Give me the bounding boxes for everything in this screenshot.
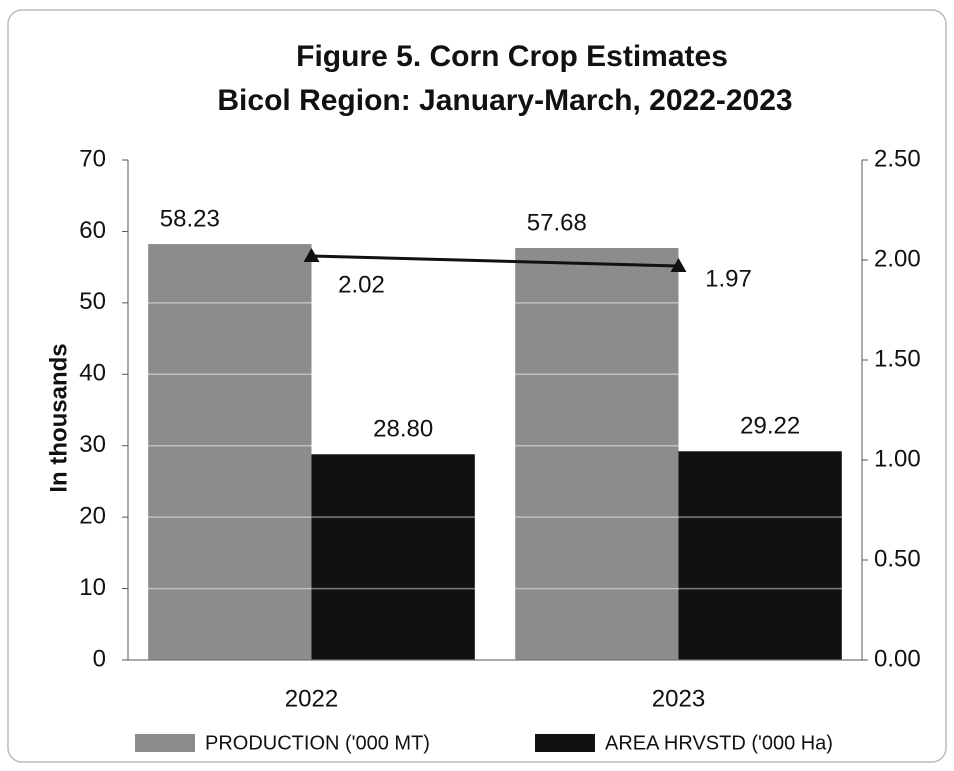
y-tick-label: 70 <box>79 145 106 172</box>
y-tick-label: 40 <box>79 360 106 387</box>
y2-tick-label: 2.00 <box>874 245 921 272</box>
data-label: 58.23 <box>160 205 220 232</box>
frame <box>7 9 947 763</box>
y-tick-label: 20 <box>79 502 106 529</box>
y2-tick-label: 2.50 <box>874 145 921 172</box>
data-label: 57.68 <box>527 209 587 236</box>
x-tick-label: 2022 <box>285 685 338 712</box>
chart-subtitle: Bicol Region: January-March, 2022-2023 <box>217 84 792 117</box>
legend-label: AREA HRVSTD ('000 Ha) <box>605 732 833 754</box>
line-marker <box>303 248 320 262</box>
data-label: 29.22 <box>740 413 800 440</box>
y2-tick-label: 0.50 <box>874 545 921 572</box>
y2-tick-label: 1.50 <box>874 345 921 372</box>
bar <box>678 451 842 660</box>
bar <box>515 248 679 660</box>
legend-swatch <box>535 734 595 752</box>
data-label: 28.80 <box>373 416 433 443</box>
bar <box>311 454 475 660</box>
y-tick-label: 10 <box>79 574 106 601</box>
y-axis-label: In thousands <box>45 343 72 492</box>
y-tick-label: 60 <box>79 217 106 244</box>
y-tick-label: 50 <box>79 288 106 315</box>
y2-tick-label: 1.00 <box>874 445 921 472</box>
chart-title: Figure 5. Corn Crop Estimates <box>296 40 728 73</box>
line <box>311 254 679 268</box>
x-tick-label: 2023 <box>652 685 705 712</box>
bar <box>148 244 312 661</box>
y-tick-label: 0 <box>93 645 106 672</box>
line-marker <box>670 258 687 272</box>
legend-label: PRODUCTION ('000 MT) <box>205 732 430 754</box>
legend-swatch <box>135 734 195 752</box>
y-tick-label: 30 <box>79 431 106 458</box>
y2-tick-label: 0.00 <box>874 645 921 672</box>
data-label: 1.97 <box>705 265 752 292</box>
data-label: 2.02 <box>338 271 385 298</box>
